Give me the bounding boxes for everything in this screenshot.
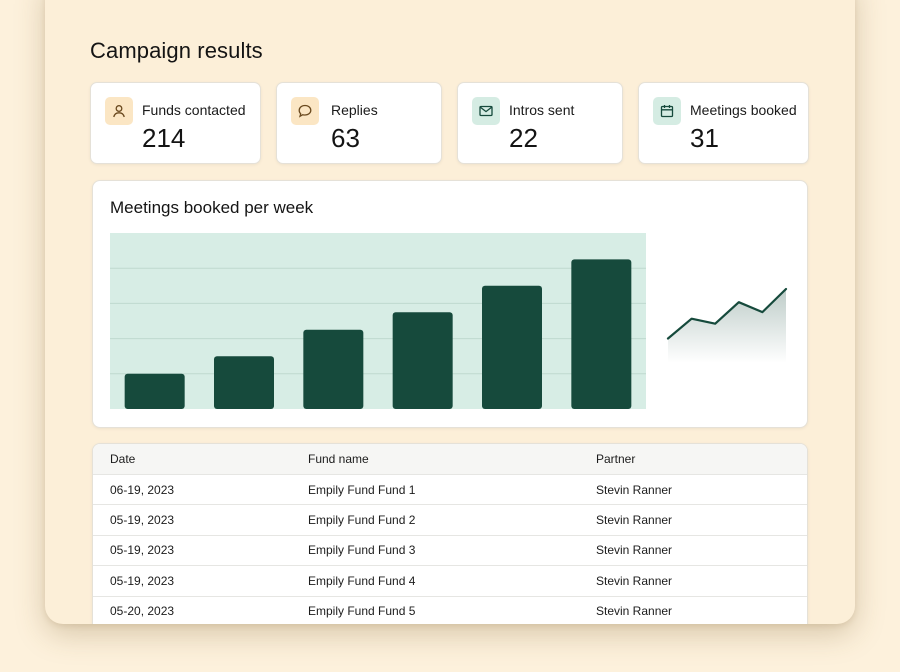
- stat-label: Meetings booked: [690, 102, 797, 118]
- table-header-row: Date Fund name Partner: [93, 444, 807, 475]
- table-row[interactable]: 05-20, 2023 Empily Fund Fund 5 Stevin Ra…: [93, 597, 807, 624]
- stat-label: Intros sent: [509, 102, 575, 118]
- chart-bar: [214, 356, 274, 409]
- chart-bar: [303, 329, 364, 409]
- cell-date: 05-20, 2023: [110, 604, 175, 619]
- page-title: Campaign results: [90, 38, 263, 63]
- cell-fund-name: Empily Fund Fund 3: [308, 543, 416, 558]
- chart-bar: [482, 285, 542, 409]
- column-header-partner[interactable]: Partner: [596, 452, 636, 466]
- stat-value: 31: [690, 123, 719, 153]
- chart-bar: [124, 373, 185, 409]
- cell-fund-name: Empily Fund Fund 2: [308, 513, 416, 528]
- table-row[interactable]: 06-19, 2023 Empily Fund Fund 1 Stevin Ra…: [93, 475, 807, 506]
- stat-card-meetings-booked[interactable]: Meetings booked 31: [638, 82, 809, 164]
- column-header-date[interactable]: Date: [110, 452, 136, 466]
- results-table: Date Fund name Partner 06-19, 2023 Empil…: [92, 443, 808, 624]
- plot-background: [110, 233, 646, 409]
- cell-fund-name: Empily Fund Fund 4: [308, 573, 416, 588]
- cell-partner: Stevin Ranner: [596, 513, 673, 528]
- table-row[interactable]: 05-19, 2023 Empily Fund Fund 2 Stevin Ra…: [93, 505, 807, 536]
- stat-label: Funds contacted: [142, 102, 246, 118]
- chart-title: Meetings booked per week: [110, 198, 314, 217]
- chart-area: [110, 233, 788, 409]
- table-row[interactable]: 05-19, 2023 Empily Fund Fund 3 Stevin Ra…: [93, 536, 807, 567]
- stat-value: 214: [142, 123, 186, 153]
- cell-date: 05-19, 2023: [110, 513, 175, 528]
- cell-date: 05-19, 2023: [110, 543, 175, 558]
- dashboard-panel: Campaign results Funds contacted 214 Rep…: [45, 0, 855, 624]
- stat-value: 22: [509, 123, 538, 153]
- cell-date: 06-19, 2023: [110, 482, 175, 497]
- cell-partner: Stevin Ranner: [596, 573, 673, 588]
- column-header-fund-name[interactable]: Fund name: [308, 452, 369, 466]
- cell-partner: Stevin Ranner: [596, 604, 673, 619]
- sparkline: [666, 287, 788, 340]
- cell-fund-name: Empily Fund Fund 1: [308, 482, 416, 497]
- chat-bubble-icon: [291, 97, 319, 125]
- sparkline-area: [668, 289, 786, 363]
- chart-bar: [392, 312, 453, 409]
- cell-date: 05-19, 2023: [110, 573, 175, 588]
- cell-partner: Stevin Ranner: [596, 543, 673, 558]
- stat-label: Replies: [331, 102, 378, 118]
- cell-partner: Stevin Ranner: [596, 482, 673, 497]
- stat-value: 63: [331, 123, 360, 153]
- stat-card-intros-sent[interactable]: Intros sent 22: [457, 82, 623, 164]
- stat-card-funds-contacted[interactable]: Funds contacted 214: [90, 82, 261, 164]
- cell-fund-name: Empily Fund Fund 5: [308, 604, 416, 619]
- user-icon: [105, 97, 133, 125]
- stat-card-replies[interactable]: Replies 63: [276, 82, 442, 164]
- chart-card: Meetings booked per week: [92, 180, 808, 428]
- mail-icon: [472, 97, 500, 125]
- calendar-icon: [653, 97, 681, 125]
- table-row[interactable]: 05-19, 2023 Empily Fund Fund 4 Stevin Ra…: [93, 566, 807, 597]
- chart-bar: [571, 259, 632, 409]
